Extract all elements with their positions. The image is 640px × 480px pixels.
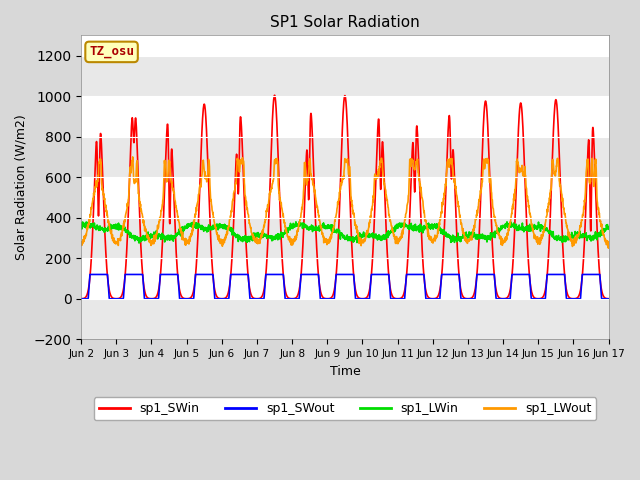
sp1_SWin [499,296,506,301]
sp1_LWout [573,237,580,242]
sp1_LWin [135,240,143,246]
sp1_LWout [129,154,136,160]
sp1_LWin [225,225,232,230]
sp1_SWin [573,295,580,301]
sp1_LWin [360,232,368,238]
sp1_LWin [77,223,85,228]
Line: sp1_LWin: sp1_LWin [81,222,609,243]
Bar [81,218,609,258]
Y-axis label: Solar Radiation (W/m2): Solar Radiation (W/m2) [15,114,28,260]
sp1_SWout [573,296,580,301]
sp1_LWin [499,225,506,231]
sp1_LWin [559,239,566,244]
sp1_SWout [360,296,368,301]
sp1_LWout [499,236,506,241]
sp1_LWout [360,239,368,244]
sp1_LWin [372,235,380,240]
Text: TZ_osu: TZ_osu [89,46,134,59]
sp1_SWin [77,296,85,301]
Bar [81,137,609,177]
sp1_SWout [225,296,232,301]
Bar [81,299,609,339]
sp1_SWin [605,296,612,301]
sp1_SWin [372,184,380,190]
sp1_LWout [605,245,612,251]
sp1_SWin [225,290,232,296]
sp1_SWout [86,272,94,277]
sp1_SWout [77,296,85,301]
sp1_LWout [225,225,232,231]
sp1_LWout [77,240,85,246]
sp1_LWout [558,198,566,204]
sp1_SWin [558,231,566,237]
sp1_SWout [372,272,380,277]
Legend: sp1_SWin, sp1_SWout, sp1_LWin, sp1_LWout: sp1_SWin, sp1_SWout, sp1_LWin, sp1_LWout [93,397,596,420]
sp1_LWout [372,176,380,181]
Title: SP1 Solar Radiation: SP1 Solar Radiation [270,15,420,30]
Line: sp1_SWin: sp1_SWin [81,95,609,299]
sp1_LWout [605,242,612,248]
sp1_SWout [558,272,566,277]
sp1_LWin [573,231,581,237]
sp1_LWin [605,224,612,230]
Bar [81,56,609,96]
sp1_LWin [292,219,300,225]
sp1_SWout [605,296,612,301]
Line: sp1_SWout: sp1_SWout [81,275,609,299]
Line: sp1_LWout: sp1_LWout [81,157,609,248]
sp1_SWout [499,296,506,301]
X-axis label: Time: Time [330,365,360,378]
sp1_SWin [360,296,368,301]
sp1_SWin [271,92,278,98]
